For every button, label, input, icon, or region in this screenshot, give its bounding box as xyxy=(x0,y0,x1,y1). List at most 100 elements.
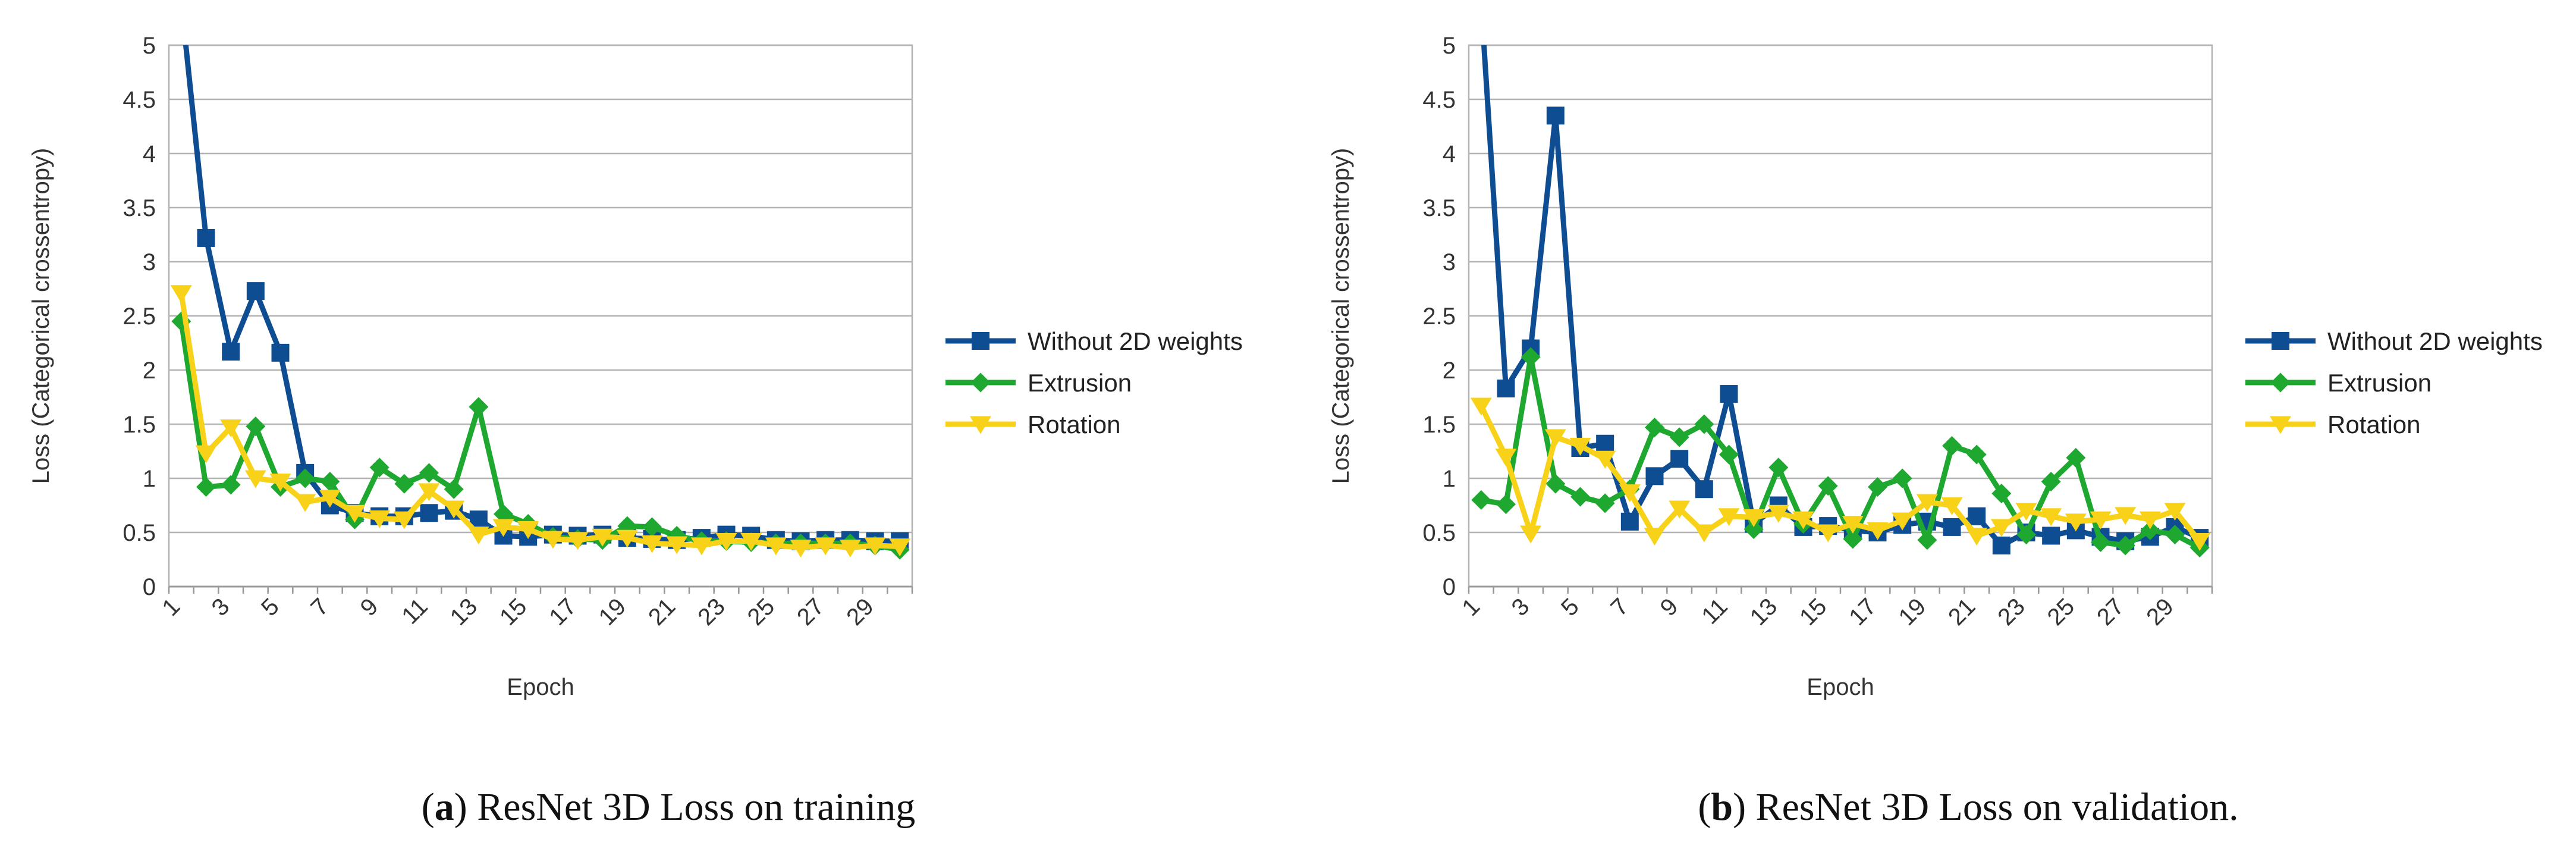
legend-marker-rotation xyxy=(2270,416,2291,434)
data-point-extrusion xyxy=(246,416,266,437)
data-point-extrusion xyxy=(444,479,464,499)
data-point-rotation xyxy=(1941,497,1963,515)
data-point-rotation xyxy=(765,537,787,556)
data-point-rotation xyxy=(369,510,391,528)
data-point-extrusion xyxy=(494,504,513,524)
data-point-without-2d-weights xyxy=(1596,434,1614,453)
data-point-rotation xyxy=(1916,494,1938,512)
legend-label-rotation: Rotation xyxy=(1028,411,1120,438)
y-tick-label: 2 xyxy=(1443,358,1456,384)
data-point-rotation xyxy=(1569,437,1591,456)
x-tick-label: 17 xyxy=(1844,593,1881,631)
data-point-without-2d-weights xyxy=(1472,0,1490,11)
y-tick-label: 0.5 xyxy=(1422,520,1456,546)
data-point-extrusion xyxy=(320,471,340,491)
x-tick-label: 3 xyxy=(207,593,235,621)
legend-marker-extrusion xyxy=(970,372,991,393)
data-point-without-2d-weights xyxy=(222,343,240,361)
data-point-rotation xyxy=(244,470,266,488)
plot-series-layer xyxy=(170,45,911,560)
data-point-rotation xyxy=(1990,519,2012,537)
y-tick-label: 2.5 xyxy=(122,303,156,330)
data-point-without-2d-weights xyxy=(1695,480,1713,499)
figure-caption: (b) ResNet 3D Loss on validation. xyxy=(1698,785,2238,829)
data-point-rotation xyxy=(592,528,614,547)
legend-marker-without-2d-weights xyxy=(2272,332,2289,350)
data-point-rotation xyxy=(1817,524,1839,543)
y-tick-label: 4.5 xyxy=(122,87,156,113)
series-line-without-2d-weights xyxy=(183,45,900,544)
caption-letter: b xyxy=(1711,785,1733,829)
data-point-rotation xyxy=(1892,512,1914,531)
data-point-rotation xyxy=(467,527,489,545)
data-point-rotation xyxy=(1619,484,1641,503)
y-tick-label: 0 xyxy=(1443,574,1456,600)
data-point-without-2d-weights xyxy=(246,282,265,300)
x-axis-title: Epoch xyxy=(507,674,574,700)
y-tick-label: 3.5 xyxy=(122,195,156,221)
data-point-rotation xyxy=(815,537,837,556)
data-point-rotation xyxy=(2115,507,2137,525)
chart-training-loss: 00.511.522.533.544.551 3 5 7 9 11 13 15 17 19 21 23… xyxy=(28,33,1243,829)
data-point-rotation xyxy=(2065,513,2087,532)
data-point-extrusion xyxy=(1595,493,1615,513)
legend-marker-rotation xyxy=(970,416,991,434)
legend-marker-extrusion xyxy=(2270,372,2291,393)
x-tick-label: 25 xyxy=(743,593,780,631)
data-point-rotation xyxy=(839,539,861,557)
data-point-rotation xyxy=(1470,397,1492,416)
y-tick-label: 4 xyxy=(143,141,156,167)
y-tick-label: 4 xyxy=(1443,141,1456,167)
y-tick-label: 2.5 xyxy=(1422,303,1456,330)
caption-letter: a xyxy=(435,785,454,829)
data-point-rotation xyxy=(790,539,812,557)
data-point-extrusion xyxy=(1917,530,1937,550)
x-tick-label: 3 xyxy=(1507,593,1535,621)
data-point-rotation xyxy=(542,531,564,549)
data-point-extrusion xyxy=(1892,468,1912,488)
x-tick-label: 27 xyxy=(2092,593,2129,631)
x-tick-label: 23 xyxy=(1993,593,2030,631)
series-line-without-2d-weights xyxy=(1481,45,2201,549)
data-point-rotation xyxy=(1718,508,1740,527)
data-point-without-2d-weights xyxy=(271,343,290,362)
data-point-extrusion xyxy=(1966,444,1987,465)
x-tick-label: 11 xyxy=(1697,593,1732,629)
data-point-extrusion xyxy=(369,458,389,478)
data-point-extrusion xyxy=(1471,490,1491,510)
data-point-rotation xyxy=(1792,511,1814,529)
data-point-without-2d-weights xyxy=(1992,536,2010,554)
data-point-extrusion xyxy=(469,397,489,417)
y-tick-label: 5 xyxy=(143,33,156,59)
data-point-extrusion xyxy=(419,463,439,483)
y-tick-label: 3 xyxy=(1443,249,1456,275)
data-point-rotation xyxy=(690,537,712,556)
x-tick-label: 19 xyxy=(594,593,632,631)
data-point-extrusion xyxy=(2066,447,2086,468)
x-tick-label: 5 xyxy=(1556,593,1584,621)
y-axis-title: Loss (Categorical crossentropy) xyxy=(28,148,54,484)
data-point-without-2d-weights xyxy=(1720,385,1738,403)
x-tick-label: 13 xyxy=(445,593,483,631)
x-tick-label: 15 xyxy=(1795,593,1832,631)
data-point-extrusion xyxy=(394,474,414,494)
data-point-without-2d-weights xyxy=(1620,512,1639,531)
caption-close-paren: ) xyxy=(1733,785,1755,829)
data-point-extrusion xyxy=(221,475,241,495)
data-point-extrusion xyxy=(1545,474,1566,494)
data-point-rotation xyxy=(864,537,886,556)
data-point-without-2d-weights xyxy=(2042,527,2060,545)
x-tick-label: 7 xyxy=(306,593,334,621)
x-tick-label: 1 xyxy=(1457,593,1485,621)
data-point-extrusion xyxy=(1743,519,1764,540)
data-point-extrusion xyxy=(1719,444,1739,465)
x-tick-label: 13 xyxy=(1745,593,1783,631)
data-point-rotation xyxy=(2164,503,2186,521)
x-tick-label: 23 xyxy=(693,593,730,631)
data-point-rotation xyxy=(195,445,217,463)
y-tick-label: 2 xyxy=(143,358,156,384)
data-point-rotation xyxy=(2015,503,2037,521)
y-tick-label: 4.5 xyxy=(1422,87,1456,113)
data-point-rotation xyxy=(1867,522,1889,540)
